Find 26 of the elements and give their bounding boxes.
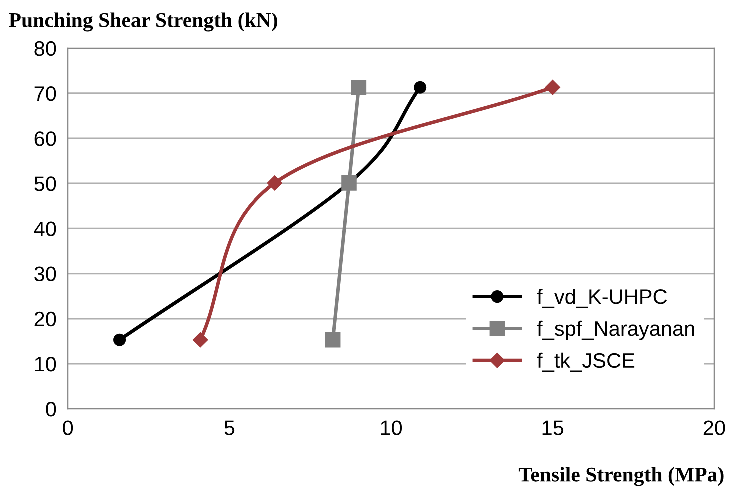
point xyxy=(545,80,560,96)
x-axis-title: Tensile Strength (MPa) xyxy=(518,467,724,486)
x-tick-label: 0 xyxy=(63,420,74,436)
point xyxy=(267,176,282,191)
point xyxy=(414,81,427,94)
y-tick-label: 60 xyxy=(34,132,56,146)
point xyxy=(325,332,341,348)
point xyxy=(193,332,208,348)
x-tick-label: 15 xyxy=(542,420,564,436)
x-tick-label: 10 xyxy=(381,420,402,436)
legend-label: f_vd_K-UHPC xyxy=(537,288,668,308)
y-tick-label: 80 xyxy=(34,41,56,56)
legend-label: f_tk_JSCE xyxy=(537,352,635,372)
legend-label: f_spf_Narayanan xyxy=(537,320,694,340)
y-tick-label: 30 xyxy=(34,266,56,282)
point xyxy=(114,334,126,346)
y-tick-label: 20 xyxy=(34,312,56,327)
x-tick-label: 5 xyxy=(224,420,235,436)
y-tick-label: 70 xyxy=(34,86,56,102)
y-tick-label: 40 xyxy=(34,222,56,236)
y-tick-label: 0 xyxy=(46,402,56,417)
point xyxy=(351,80,367,96)
chart-title: Punching Shear Strength (kN) xyxy=(9,12,278,32)
y-tick-label: 50 xyxy=(34,176,56,192)
y-tick-label: 10 xyxy=(35,356,56,372)
x-tick-label: 20 xyxy=(704,420,726,436)
